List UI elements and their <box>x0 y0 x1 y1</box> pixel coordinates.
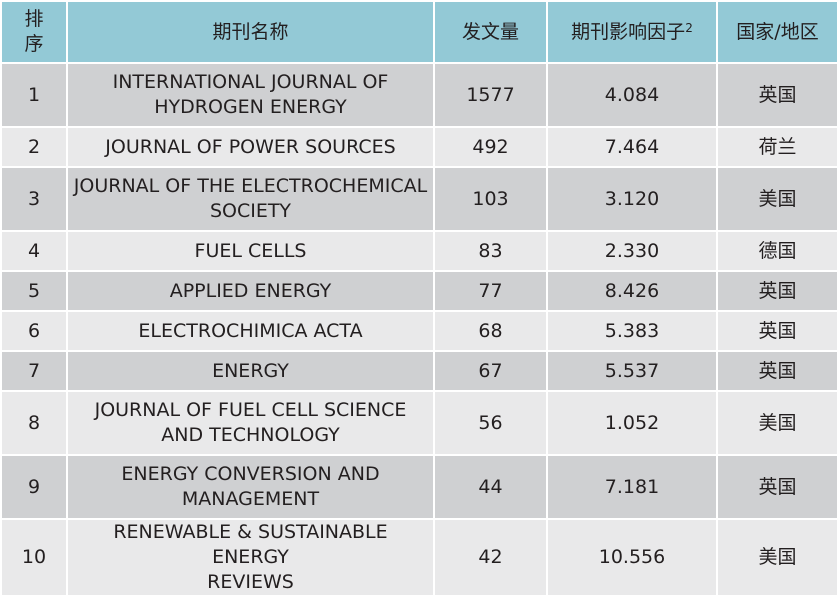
cell-country: 美国 <box>716 390 837 456</box>
header-paper-count: 发文量 <box>433 0 548 64</box>
cell-rank: 2 <box>0 126 68 168</box>
cell-impact-factor: 5.383 <box>546 310 718 352</box>
cell-journal-name: JOURNAL OF THE ELECTROCHEMICAL SOCIETY <box>66 166 435 232</box>
cell-rank: 10 <box>0 518 68 597</box>
cell-journal-name: JOURNAL OF POWER SOURCES <box>66 126 435 168</box>
cell-journal-name: RENEWABLE & SUSTAINABLE ENERGY REVIEWS <box>66 518 435 597</box>
journal-name-line2: AND TECHNOLOGY <box>161 424 340 446</box>
table-row: 5 APPLIED ENERGY 77 8.426 英国 <box>0 270 837 312</box>
cell-country: 荷兰 <box>716 126 837 168</box>
cell-rank: 9 <box>0 454 68 520</box>
cell-rank: 1 <box>0 62 68 128</box>
cell-country: 英国 <box>716 350 837 392</box>
journal-name-line2: MANAGEMENT <box>181 488 320 510</box>
header-journal-name: 期刊名称 <box>66 0 435 64</box>
journal-name-line1: JOURNAL OF POWER SOURCES <box>105 135 396 158</box>
cell-paper-count: 67 <box>433 350 548 392</box>
journal-name-line2: REVIEWS <box>207 571 294 593</box>
cell-paper-count: 1577 <box>433 62 548 128</box>
cell-rank: 3 <box>0 166 68 232</box>
journal-name-line1: INTERNATIONAL JOURNAL OF <box>112 71 389 93</box>
cell-paper-count: 492 <box>433 126 548 168</box>
journal-name-line2: SOCIETY <box>209 200 292 222</box>
cell-paper-count: 42 <box>433 518 548 597</box>
cell-paper-count: 103 <box>433 166 548 232</box>
table-row: 1 INTERNATIONAL JOURNAL OF HYDROGEN ENERGY… <box>0 62 837 128</box>
cell-impact-factor: 10.556 <box>546 518 718 597</box>
cell-paper-count: 83 <box>433 230 548 272</box>
cell-country: 德国 <box>716 230 837 272</box>
cell-journal-name: FUEL CELLS <box>66 230 435 272</box>
cell-impact-factor: 2.330 <box>546 230 718 272</box>
cell-journal-name: ENERGY <box>66 350 435 392</box>
cell-paper-count: 77 <box>433 270 548 312</box>
cell-impact-factor: 8.426 <box>546 270 718 312</box>
journal-name-line1: APPLIED ENERGY <box>169 279 332 302</box>
table-row: 2 JOURNAL OF POWER SOURCES 492 7.464 荷兰 <box>0 126 837 168</box>
cell-rank: 8 <box>0 390 68 456</box>
cell-paper-count: 56 <box>433 390 548 456</box>
cell-rank: 5 <box>0 270 68 312</box>
cell-impact-factor: 5.537 <box>546 350 718 392</box>
journal-name-line2: HYDROGEN ENERGY <box>154 96 347 118</box>
cell-paper-count: 44 <box>433 454 548 520</box>
journal-name-line1: JOURNAL OF FUEL CELL SCIENCE <box>94 399 407 421</box>
table-row: 10 RENEWABLE & SUSTAINABLE ENERGY REVIEWS 4… <box>0 518 837 597</box>
header-impact-factor: 期刊影响因子2 <box>546 0 718 64</box>
cell-country: 英国 <box>716 62 837 128</box>
cell-impact-factor: 3.120 <box>546 166 718 232</box>
header-rank-line1: 排 <box>24 8 44 30</box>
cell-impact-factor: 4.084 <box>546 62 718 128</box>
cell-rank: 7 <box>0 350 68 392</box>
cell-country: 英国 <box>716 270 837 312</box>
cell-journal-name: ELECTROCHIMICA ACTA <box>66 310 435 352</box>
cell-impact-factor: 7.181 <box>546 454 718 520</box>
header-rank: 排 序 <box>0 0 68 64</box>
cell-journal-name: INTERNATIONAL JOURNAL OF HYDROGEN ENERGY <box>66 62 435 128</box>
table-row: 3 JOURNAL OF THE ELECTROCHEMICAL SOCIETY 10… <box>0 166 837 232</box>
table-row: 4 FUEL CELLS 83 2.330 德国 <box>0 230 837 272</box>
journal-name-line1: RENEWABLE & SUSTAINABLE ENERGY <box>113 521 388 568</box>
table-row: 6 ELECTROCHIMICA ACTA 68 5.383 英国 <box>0 310 837 352</box>
table-row: 8 JOURNAL OF FUEL CELL SCIENCE AND TECHNOL… <box>0 390 837 456</box>
cell-journal-name: JOURNAL OF FUEL CELL SCIENCE AND TECHNOLO… <box>66 390 435 456</box>
table-row: 7 ENERGY 67 5.537 英国 <box>0 350 837 392</box>
header-rank-line2: 序 <box>24 33 44 55</box>
journal-name-line1: ENERGY CONVERSION AND <box>121 463 380 485</box>
cell-journal-name: ENERGY CONVERSION AND MANAGEMENT <box>66 454 435 520</box>
header-country: 国家/地区 <box>716 0 837 64</box>
cell-country: 美国 <box>716 166 837 232</box>
journal-name-line1: ELECTROCHIMICA ACTA <box>138 319 363 342</box>
cell-paper-count: 68 <box>433 310 548 352</box>
header-row: 排 序 期刊名称 发文量 期刊影响因子2 国家/地区 <box>0 0 837 64</box>
cell-impact-factor: 7.464 <box>546 126 718 168</box>
journal-name-line1: ENERGY <box>212 359 289 382</box>
header-impact-footnote: 2 <box>685 20 693 35</box>
cell-country: 英国 <box>716 454 837 520</box>
journal-name-line1: JOURNAL OF THE ELECTROCHEMICAL <box>73 175 428 197</box>
cell-rank: 4 <box>0 230 68 272</box>
cell-journal-name: APPLIED ENERGY <box>66 270 435 312</box>
cell-country: 美国 <box>716 518 837 597</box>
header-impact-label: 期刊影响因子 <box>571 20 686 43</box>
cell-country: 英国 <box>716 310 837 352</box>
table-row: 9 ENERGY CONVERSION AND MANAGEMENT 44 7.181 英… <box>0 454 837 520</box>
cell-impact-factor: 1.052 <box>546 390 718 456</box>
cell-rank: 6 <box>0 310 68 352</box>
journal-name-line1: FUEL CELLS <box>194 239 307 262</box>
